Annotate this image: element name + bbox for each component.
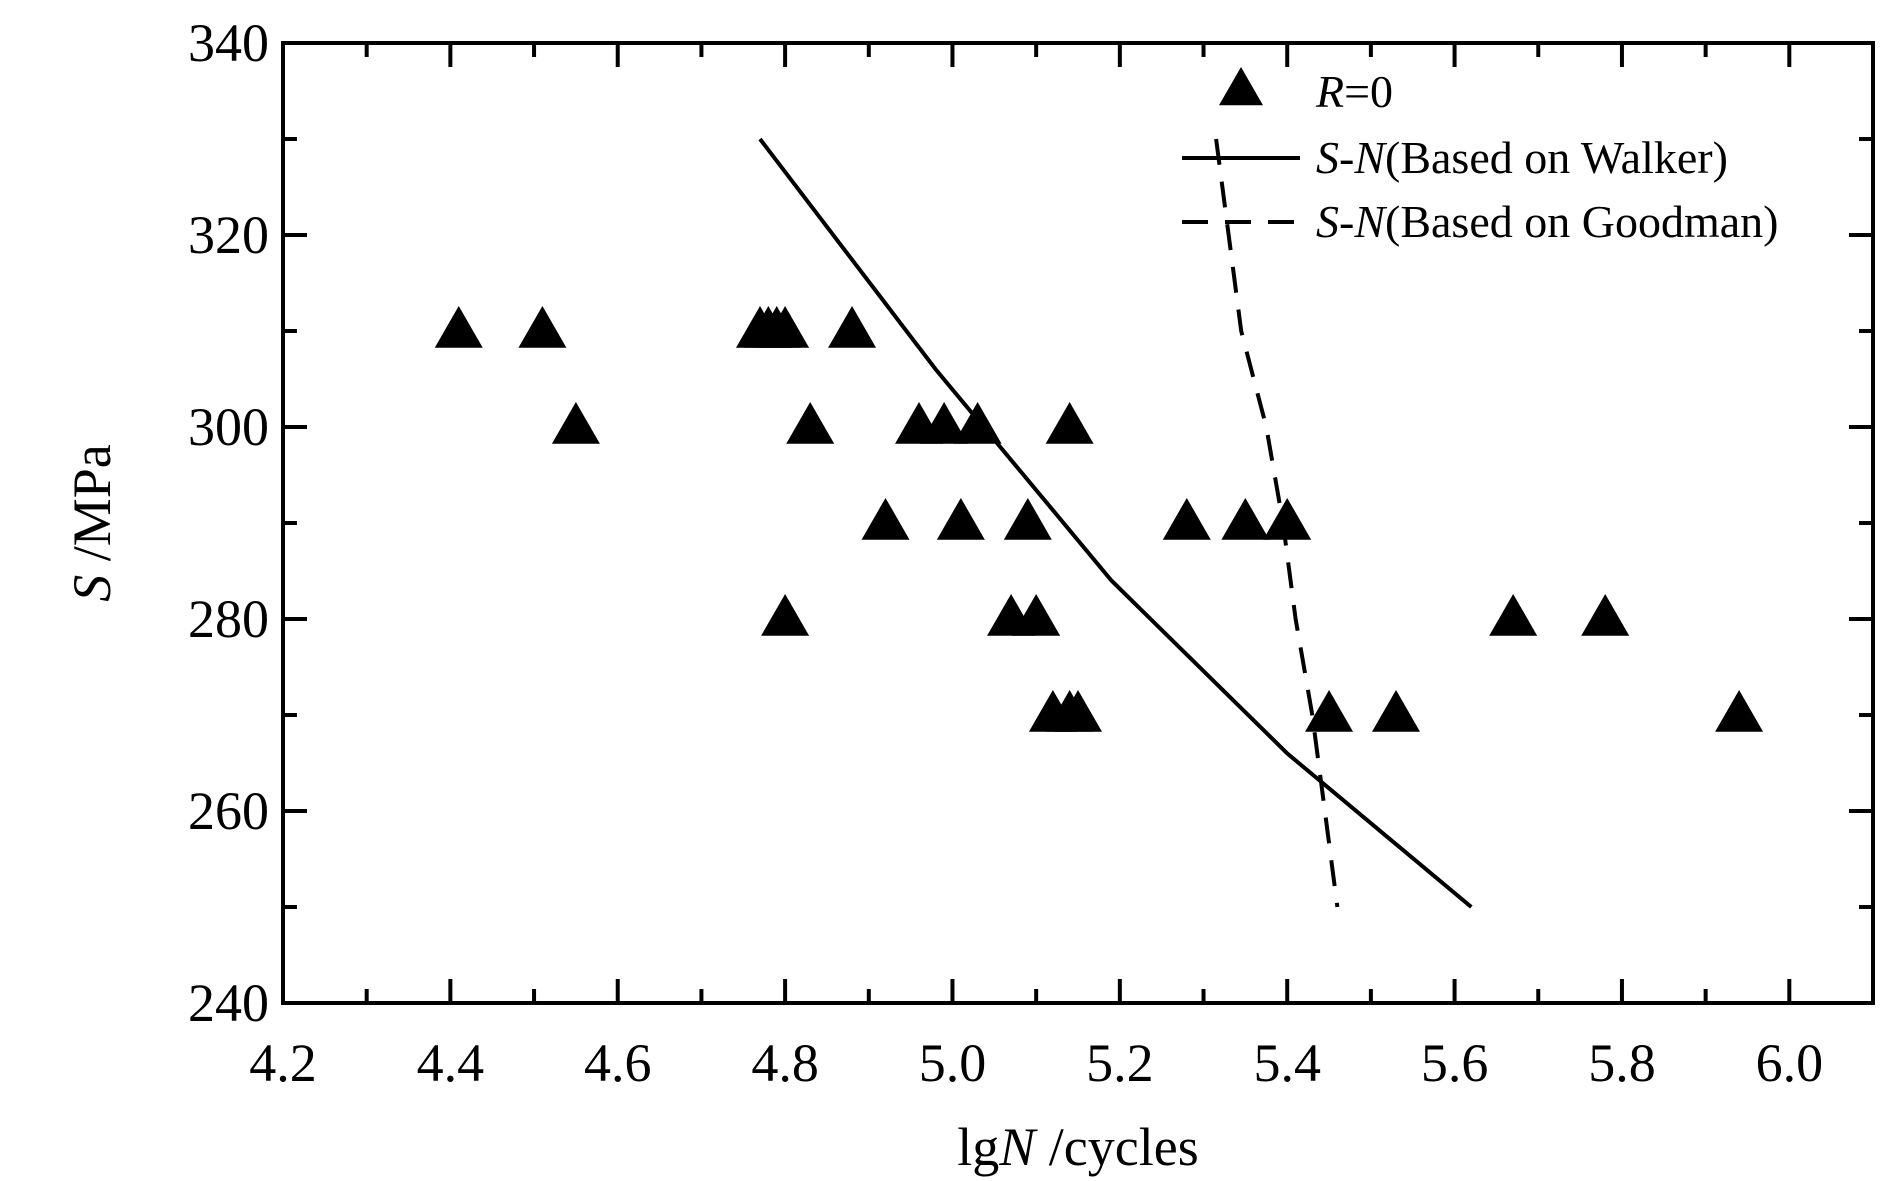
points-layer <box>434 305 1764 732</box>
legend-label-walker-dash: - <box>1339 132 1354 183</box>
legend-label-r0-rest: =0 <box>1344 66 1393 117</box>
data-point-triangle <box>551 401 600 444</box>
y-axis-title-italic: S <box>62 575 122 602</box>
x-axis-title-prefix: lg <box>957 1117 999 1177</box>
legend-label-r0: R=0 <box>1315 66 1393 117</box>
data-point-triangle <box>920 401 969 444</box>
data-point-triangle <box>1162 497 1211 540</box>
y-tick-label: 340 <box>188 13 269 73</box>
ticks-layer <box>281 41 1875 1005</box>
data-point-triangle <box>1054 689 1102 732</box>
data-point-triangle <box>1003 497 1052 540</box>
data-point-triangle <box>761 593 810 636</box>
x-tick-label: 4.8 <box>751 1033 819 1093</box>
data-point-triangle <box>1489 593 1538 636</box>
legend-label-walker-rest: (Based on Walker) <box>1385 132 1728 183</box>
x-tick-label: 4.6 <box>584 1033 652 1093</box>
data-point-triangle <box>1305 689 1354 732</box>
y-tick-label: 300 <box>188 397 269 457</box>
y-axis-title: S /MPa <box>62 444 122 602</box>
legend-label-r0-italic: R <box>1315 66 1344 117</box>
x-axis-title-italic: N <box>998 1117 1038 1177</box>
legend-label-goodman-rest: (Based on Goodman) <box>1385 196 1778 247</box>
tick-labels-layer: 4.2 4.4 4.6 4.8 5.0 5.2 5.4 5.6 5.8 6.0 240 260 280 3… <box>188 13 1823 1093</box>
legend-label-goodman-dash: - <box>1339 196 1354 247</box>
lines-layer <box>758 137 1473 909</box>
legend-label-walker-s: S <box>1316 132 1339 183</box>
x-tick-label: 5.4 <box>1253 1033 1321 1093</box>
x-axis-title: lgN /cycles <box>957 1117 1198 1177</box>
y-tick-label: 320 <box>188 205 269 265</box>
x-tick-label: 4.4 <box>417 1033 485 1093</box>
x-tick-label: 5.2 <box>1086 1033 1154 1093</box>
data-point-triangle <box>861 497 910 540</box>
data-point-triangle <box>1263 497 1312 540</box>
x-tick-label: 6.0 <box>1756 1033 1824 1093</box>
legend-symbols <box>1182 67 1300 224</box>
walker-sn-line <box>758 137 1473 909</box>
y-tick-label: 260 <box>188 781 269 841</box>
legend-label-walker: S-N(Based on Walker) <box>1316 132 1728 183</box>
data-point-triangle <box>953 401 1002 444</box>
x-tick-label: 4.2 <box>249 1033 317 1093</box>
data-point-triangle <box>1372 689 1420 732</box>
legend-label-walker-n: N <box>1353 132 1387 183</box>
legend-symbol-triangle <box>1219 67 1263 106</box>
y-tick-label: 280 <box>188 589 269 649</box>
data-point-triangle <box>1581 593 1630 636</box>
data-point-triangle <box>518 305 567 348</box>
data-point-triangle <box>1221 497 1270 540</box>
y-axis-title-suffix: /MPa <box>62 444 122 575</box>
x-axis-title-suffix: /cycles <box>1035 1117 1198 1177</box>
data-point-triangle <box>761 305 810 348</box>
data-point-triangle <box>786 401 835 444</box>
data-point-triangle <box>828 305 877 348</box>
legend: R=0 S-N(Based on Walker) S-N(Based on Go… <box>1182 66 1779 247</box>
legend-label-goodman: S-N(Based on Goodman) <box>1316 196 1779 247</box>
legend-label-goodman-n: N <box>1353 196 1387 247</box>
y-tick-label: 240 <box>188 973 269 1033</box>
data-point-triangle <box>434 305 483 348</box>
x-tick-label: 5.8 <box>1588 1033 1656 1093</box>
data-point-triangle <box>1012 593 1061 636</box>
data-point-triangle <box>936 497 985 540</box>
data-point-triangle <box>1045 401 1094 444</box>
legend-label-goodman-s: S <box>1316 196 1339 247</box>
data-point-triangle <box>1715 689 1764 732</box>
plot-frame <box>281 41 1875 1005</box>
x-tick-label: 5.0 <box>919 1033 987 1093</box>
x-tick-label: 5.6 <box>1421 1033 1489 1093</box>
